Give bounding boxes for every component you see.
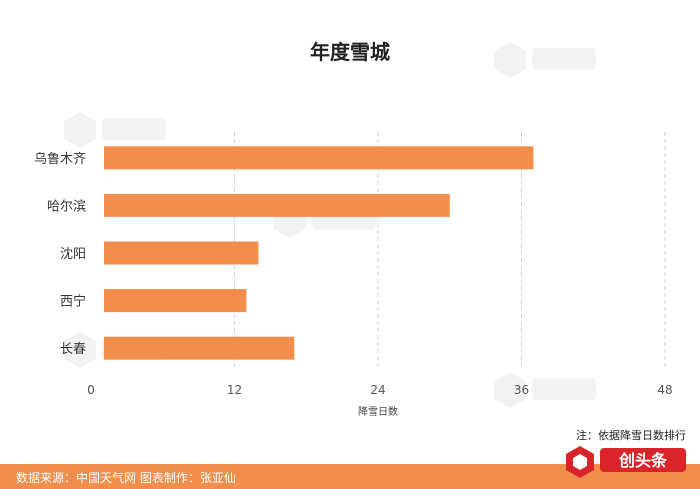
bar [104, 289, 247, 313]
bar [104, 193, 450, 217]
logo-text: 创头条 [618, 451, 668, 470]
bar [104, 336, 295, 360]
x-tick-label: 36 [514, 383, 529, 397]
watermark-logo [64, 112, 166, 148]
bar [104, 241, 259, 265]
x-tick-label: 24 [370, 383, 385, 397]
category-label: 长春 [60, 342, 86, 357]
bar [104, 146, 534, 170]
category-label: 乌鲁木齐 [34, 151, 86, 167]
brand-logo: 创头条 [566, 446, 686, 478]
x-axis-title: 降雪日数 [358, 405, 398, 418]
watermark-logo [494, 372, 596, 408]
category-label: 西宁 [60, 294, 86, 310]
data-source: 数据来源：中国天气网 图表制作：张亚仙 [16, 471, 236, 485]
tick-labels: 0 12 24 36 48 [87, 383, 672, 397]
x-tick-label: 12 [227, 383, 242, 397]
category-label: 沈阳 [60, 247, 86, 262]
ranking-note: 注：依据降雪日数排行 [576, 428, 686, 442]
watermark-logo [494, 42, 596, 78]
bars [104, 146, 534, 360]
chart-title: 年度雪城 [310, 40, 390, 64]
category-label: 哈尔滨 [47, 198, 86, 214]
x-tick-label: 48 [657, 383, 672, 397]
x-tick-label: 0 [87, 383, 95, 397]
cube-logo-icon [566, 446, 594, 478]
